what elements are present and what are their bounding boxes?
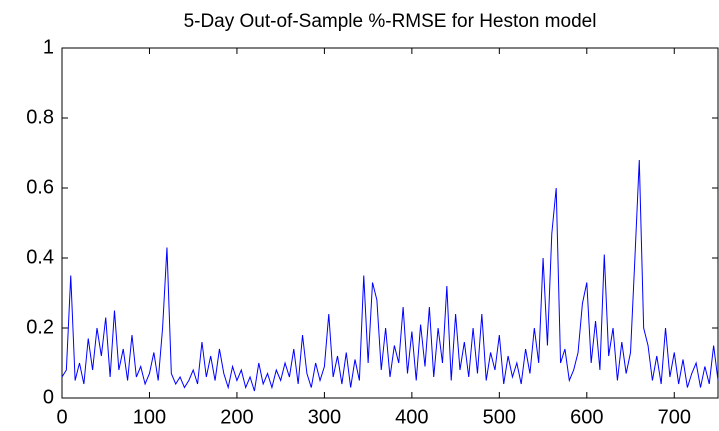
y-tick-label: 1 xyxy=(43,36,54,58)
y-tick-label: 0.2 xyxy=(26,316,54,338)
y-tick-label: 0.6 xyxy=(26,176,54,198)
x-tick-label: 400 xyxy=(395,406,428,428)
x-tick-label: 300 xyxy=(308,406,341,428)
plot-frame xyxy=(61,47,719,399)
x-tick-label: 200 xyxy=(220,406,253,428)
x-tick-label: 600 xyxy=(570,406,603,428)
x-tick-label: 100 xyxy=(133,406,166,428)
y-tick-label: 0.4 xyxy=(26,246,54,268)
x-tick-label: 0 xyxy=(56,406,67,428)
y-tick-label: 0.8 xyxy=(26,106,54,128)
x-tick-label: 500 xyxy=(483,406,516,428)
y-tick-label: 0 xyxy=(43,386,54,408)
data-line xyxy=(61,159,719,392)
x-tick-label: 700 xyxy=(658,406,691,428)
chart-title: 5-Day Out-of-Sample %-RMSE for Heston mo… xyxy=(184,11,597,32)
